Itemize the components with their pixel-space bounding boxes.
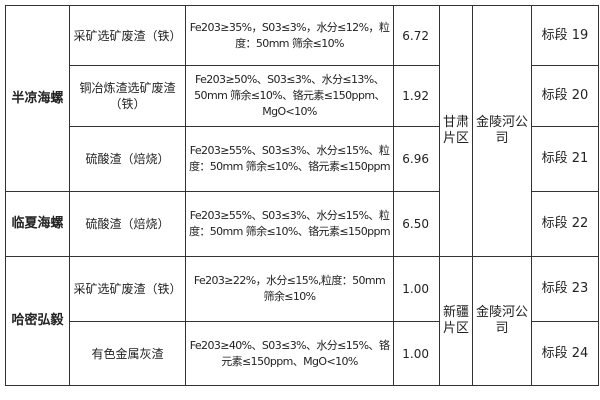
company-cell: 金陵河公司 bbox=[472, 5, 532, 257]
spec-cell: Fe203≥40%、S03≤3%、水分≤15%、铬元素≤150ppm、MgO<1… bbox=[185, 321, 394, 386]
value-cell: 1.00 bbox=[393, 256, 440, 322]
material-cell: 铜冶炼渣选矿废渣（铁） bbox=[69, 65, 186, 127]
spec-cell: Fe203≥35%，S03≤3%，水分≤12%，粒度：50mm 筛余≤10% bbox=[185, 5, 394, 66]
lot-cell: 标段 21 bbox=[531, 126, 599, 192]
material-cell: 有色金属灰渣 bbox=[69, 321, 186, 386]
lot-cell: 标段 19 bbox=[531, 5, 599, 66]
lot-cell: 标段 22 bbox=[531, 191, 599, 257]
material-cell: 采矿选矿废渣（铁） bbox=[69, 5, 186, 66]
region-cell: 哈密弘毅 bbox=[5, 256, 70, 386]
material-cell: 采矿选矿废渣（铁） bbox=[69, 256, 186, 322]
lot-cell: 标段 24 bbox=[531, 321, 599, 386]
material-cell: 硫酸渣（焙烧） bbox=[69, 191, 186, 257]
spec-cell: Fe203≥22%，水分≤15%,粒度：50mm 筛余≤10% bbox=[185, 256, 394, 322]
spec-cell: Fe203≥50%、S03≤3%、水分≤13%、50mm 筛余≤10%、铬元素≤… bbox=[185, 65, 394, 127]
lot-cell: 标段 23 bbox=[531, 256, 599, 322]
area-cell: 新疆片区 bbox=[439, 256, 473, 386]
table-row: 哈密弘毅 采矿选矿废渣（铁） Fe203≥22%，水分≤15%,粒度：50mm … bbox=[5, 256, 599, 386]
area-cell: 甘肃片区 bbox=[439, 5, 473, 257]
spec-cell: Fe203≥55%、S03≤3%、水分≤15%、粒度：50mm 筛余≤10%、铬… bbox=[185, 126, 394, 192]
value-cell: 6.96 bbox=[393, 126, 440, 192]
value-cell: 1.00 bbox=[393, 321, 440, 386]
lot-cell: 标段 20 bbox=[531, 65, 599, 127]
tender-table: 半凉海螺 采矿选矿废渣（铁） Fe203≥35%，S03≤3%，水分≤12%，粒… bbox=[5, 5, 599, 386]
value-cell: 6.50 bbox=[393, 191, 440, 257]
region-cell: 半凉海螺 bbox=[5, 5, 70, 192]
material-cell: 硫酸渣（焙烧） bbox=[69, 126, 186, 192]
table-row: 硫酸渣（焙烧） Fe203≥55%、S03≤3%、水分≤15%、粒度：50mm … bbox=[6, 126, 599, 192]
company-cell: 金陵河公司 bbox=[472, 256, 532, 386]
table-row: 临夏海螺 硫酸渣（焙烧） Fe203≥55%、S03≤3%、水分≤15%、粒度：… bbox=[5, 191, 599, 257]
value-cell: 6.72 bbox=[393, 5, 440, 66]
region-cell: 临夏海螺 bbox=[5, 191, 70, 257]
table-row: 有色金属灰渣 Fe203≥40%、S03≤3%、水分≤15%、铬元素≤150pp… bbox=[6, 321, 599, 386]
spec-cell: Fe203≥55%、S03≤3%、水分≤15%、粒度：50mm 筛余≤10%、铬… bbox=[185, 191, 394, 257]
table-row: 铜冶炼渣选矿废渣（铁） Fe203≥50%、S03≤3%、水分≤13%、50mm… bbox=[6, 65, 599, 127]
value-cell: 1.92 bbox=[393, 65, 440, 127]
table-row: 半凉海螺 采矿选矿废渣（铁） Fe203≥35%，S03≤3%，水分≤12%，粒… bbox=[5, 5, 599, 257]
